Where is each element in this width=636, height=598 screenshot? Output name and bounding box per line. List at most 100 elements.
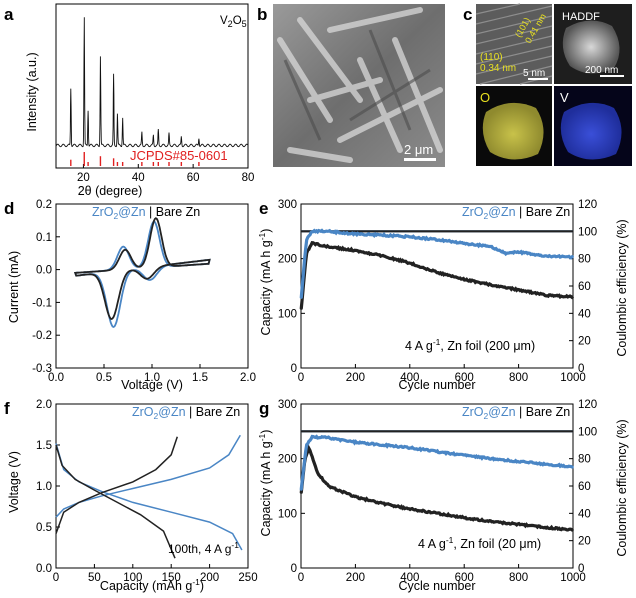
y2-axis-title-e: Coulombic efficiency (%) <box>615 219 629 356</box>
y-axis-title-a: Intensity (a.u.) <box>25 52 39 131</box>
gcd-curve-3 <box>56 437 177 534</box>
panel-f: f 0 50 100 150 200 250 0.0 0.5 1.0 1.5 2.0 ZrO2@Zn… <box>4 399 258 593</box>
y-axis-title-g: Capacity (mA h g-1) <box>257 430 273 537</box>
panel-letter-e: e <box>259 199 268 218</box>
x-tick-label-a: 40 <box>132 172 145 184</box>
hrtem-scale-label: 5 nm <box>523 68 545 79</box>
capacity-curve-zro2 <box>301 231 572 298</box>
gcd-plot: 0 50 100 150 200 250 0.0 0.5 1.0 1.5 2.0 <box>36 399 258 584</box>
x-tick-label-e: 200 <box>346 372 365 384</box>
panel-letter-c: c <box>463 5 472 24</box>
y2-tick-label-e: 40 <box>578 308 591 320</box>
y2-axis-title-g: Coulombic efficiency (%) <box>615 419 629 556</box>
y-tick-label-f: 0.0 <box>36 563 52 575</box>
y2-tick-label-g: 100 <box>578 426 597 438</box>
legend-e: ZrO2@Zn | Bare Zn <box>462 205 570 221</box>
y-tick-label-e: 200 <box>278 254 297 266</box>
x-tick-label-e: 800 <box>509 372 528 384</box>
cv-plot: 0.0 0.5 1.0 1.5 2.0 -0.3 -0.2 -0.1 0.0 0.1 0.2 <box>32 199 256 384</box>
y-tick-label-g: 100 <box>278 508 297 520</box>
panel-c: c (110) 0.34 nm (101) 0.41 nm 5 nm HADDF… <box>463 4 632 166</box>
x-tick-label-a: 80 <box>242 172 255 184</box>
x-axis-title-d: Voltage (V) <box>121 378 183 392</box>
vanadium-map-label: V <box>560 90 569 105</box>
x-axis-title-g: Cycle number <box>398 579 475 593</box>
y-tick-label-e: 300 <box>278 199 297 211</box>
y2-tick-label-g: 60 <box>578 481 591 493</box>
y-axis-title-f: Voltage (V) <box>7 451 21 513</box>
y-tick-label-d: 0.1 <box>36 232 52 244</box>
panel-letter-b: b <box>257 5 267 24</box>
y-tick-label-d: -0.2 <box>32 330 52 342</box>
x-tick-label-e: 0 <box>298 372 304 384</box>
gcd-curve-4 <box>56 445 175 558</box>
legend-g: ZrO2@Zn | Bare Zn <box>462 405 570 421</box>
y-tick-label-f: 1.0 <box>36 481 52 493</box>
panel-d: d 0.0 0.5 1.0 1.5 2.0 -0.3 -0.2 -0.1 0.0 0.1 0.2 Z… <box>4 199 256 392</box>
cycling-plot-20um: 0 200 400 600 800 100001002003000204060801001… <box>278 399 597 584</box>
y-tick-label-d: 0.2 <box>36 199 52 211</box>
y-tick-label-d: 0.0 <box>36 265 52 277</box>
x-tick-label-a: 60 <box>187 172 200 184</box>
y2-tick-label-e: 60 <box>578 281 591 293</box>
y-tick-label-g: 300 <box>278 399 297 411</box>
y-tick-label-f: 0.5 <box>36 522 52 534</box>
x-tick-label-f: 50 <box>88 572 101 584</box>
x-axis-title-f: Capacity (mAh g-1) <box>100 577 204 593</box>
y2-tick-label-g: 0 <box>578 563 584 575</box>
x-tick-label-g: 800 <box>509 572 528 584</box>
cv-curve-bare-zn <box>75 218 209 319</box>
cycling-plot-200um: 0 200 400 600 800 100001002003000204060801001… <box>278 199 597 384</box>
y-tick-label-d: -0.3 <box>32 363 52 375</box>
y2-tick-label-e: 100 <box>578 226 597 238</box>
gcd-curve-2 <box>56 443 242 550</box>
reference-card-label: JCPDS#85-0601 <box>130 148 228 163</box>
x-tick-label-g: 200 <box>346 572 365 584</box>
panel-letter-a: a <box>4 5 14 24</box>
figure: a 20 40 60 80 V2O5 JCPDS#85-0601 2θ (degree… <box>0 0 636 598</box>
y2-tick-label-e: 120 <box>578 199 597 211</box>
condition-e: 4 A g-1, Zn foil (200 μm) <box>405 337 535 353</box>
x-tick-label-g: 0 <box>298 572 304 584</box>
sample-formula: V2O5 <box>220 15 247 29</box>
x-tick-label-d: 0.5 <box>96 372 112 384</box>
y2-tick-label-g: 20 <box>578 536 591 548</box>
y-axis-title-e: Capacity (mA h g-1) <box>257 229 273 336</box>
sem-scale-label: 2 μm <box>404 142 433 157</box>
condition-g: 4 A g-1, Zn foil (20 μm) <box>418 535 541 551</box>
panel-letter-g: g <box>259 399 269 418</box>
x-axis-title-a: 2θ (degree) <box>78 184 143 198</box>
y2-tick-label-g: 40 <box>578 508 591 520</box>
haadf-scale-label: 200 nm <box>585 65 618 76</box>
panel-letter-f: f <box>4 399 10 418</box>
sem-scale-bar <box>404 158 436 161</box>
x-tick-label-d: 1.5 <box>192 372 208 384</box>
y-tick-label-g: 200 <box>278 454 297 466</box>
y-tick-label-e: 100 <box>278 308 297 320</box>
x-tick-label-a: 20 <box>77 172 90 184</box>
y2-tick-label-g: 120 <box>578 399 597 411</box>
panel-letter-d: d <box>4 199 14 218</box>
legend-f: ZrO2@Zn | Bare Zn <box>132 405 240 421</box>
cv-curve-zro2 <box>75 222 209 327</box>
oxygen-map-label: O <box>480 90 490 105</box>
panel-a: a 20 40 60 80 V2O5 JCPDS#85-0601 2θ (degree… <box>4 4 254 198</box>
y-axis-title-d: Current (mA) <box>7 251 21 323</box>
capacity-curve-zro2 <box>301 436 572 489</box>
haadf-label: HADDF <box>562 11 600 23</box>
y-tick-label-g: 0 <box>291 563 297 575</box>
condition-f: 100th, 4 A g-1 <box>168 540 239 556</box>
y-tick-label-e: 0 <box>291 363 297 375</box>
xrd-pattern <box>56 17 248 146</box>
panel-b: b 2 μm <box>257 4 445 167</box>
y-tick-label-f: 1.5 <box>36 440 52 452</box>
panel-e: e 0 200 400 600 800 1000010020030002040608010… <box>257 199 629 392</box>
y2-tick-label-e: 20 <box>578 336 591 348</box>
y-tick-label-f: 2.0 <box>36 399 52 411</box>
capacity-curve-bare-zn <box>301 243 572 309</box>
x-tick-label-f: 250 <box>238 572 257 584</box>
y2-tick-label-g: 80 <box>578 454 591 466</box>
panel-g: g 0 200 400 600 800 1000010020030002040608010… <box>257 399 629 593</box>
y-tick-label-d: -0.1 <box>32 297 52 309</box>
legend-d: ZrO2@Zn | Bare Zn <box>92 205 200 221</box>
